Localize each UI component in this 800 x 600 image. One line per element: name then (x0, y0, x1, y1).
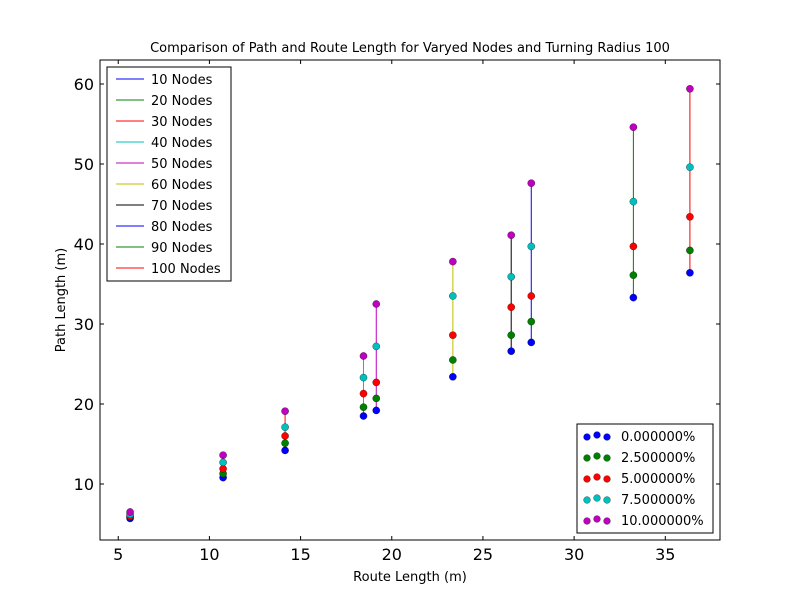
y-tick-label: 60 (74, 75, 94, 94)
legend-point-swatch (583, 517, 591, 525)
data-point (359, 389, 368, 398)
legend-line-label: 70 Nodes (151, 199, 213, 214)
data-point (281, 446, 289, 455)
data-point (629, 197, 638, 206)
plot-frame (99, 59, 721, 541)
data-point (507, 303, 515, 311)
data-point (686, 163, 694, 171)
data-point (449, 356, 457, 364)
legend-point-swatch (593, 431, 601, 439)
points-legend: 0.000000% 2.500000% 5.000000% 7.500000% 10.0… (576, 423, 714, 534)
legend-point-swatch (603, 517, 611, 525)
data-point (449, 292, 457, 300)
data-point (359, 352, 368, 360)
legend-line-label: 30 Nodes (151, 115, 213, 130)
data-point (449, 373, 457, 381)
y-tick-label: 40 (74, 235, 94, 254)
data-point (629, 271, 638, 279)
y-axis-label: Path Length (m) (54, 248, 69, 352)
legend-point-swatch (583, 496, 591, 504)
data-point (686, 246, 694, 255)
data-point (527, 292, 536, 300)
data-point (629, 242, 638, 251)
data-point (686, 269, 694, 277)
data-point (372, 300, 381, 308)
legend-point-label: 5.000000% (621, 472, 695, 487)
chart-title: Comparison of Path and Route Length for … (150, 41, 670, 56)
y-tick-label: 20 (74, 395, 94, 414)
data-point (359, 412, 368, 420)
data-point (372, 342, 381, 351)
legend-point-swatch (593, 494, 601, 502)
data-point (372, 406, 381, 415)
legend-point-swatch (593, 473, 601, 481)
x-tick-label: 25 (473, 545, 493, 564)
data-point (449, 257, 457, 266)
data-point (629, 123, 638, 131)
y-tick-label: 30 (74, 315, 94, 334)
data-point (359, 403, 368, 411)
y-tick-label: 50 (74, 155, 94, 174)
data-point (527, 179, 536, 187)
legend-point-swatch (593, 452, 601, 460)
legend-line-label: 40 Nodes (151, 136, 213, 151)
legend-point-label: 2.500000% (621, 451, 695, 466)
data-point (686, 213, 694, 221)
data-point (507, 273, 515, 281)
data-point (372, 378, 381, 387)
data-point (507, 231, 515, 239)
legend-point-swatch (593, 515, 601, 523)
data-point (219, 465, 227, 473)
x-axis-label: Route Length (m) (353, 570, 467, 585)
legend-line-label: 60 Nodes (151, 178, 213, 193)
legend-point-swatch (603, 433, 611, 441)
x-tick-label: 10 (199, 545, 219, 564)
data-point (629, 293, 638, 302)
legend-point-label: 7.500000% (621, 493, 695, 508)
data-point (527, 317, 536, 326)
data-point (449, 331, 457, 339)
legend-line-label: 10 Nodes (151, 73, 213, 88)
x-tick-label: 20 (382, 545, 402, 564)
legend-point-swatch (583, 475, 591, 483)
legend-line-label: 80 Nodes (151, 220, 213, 235)
x-tick-label: 5 (113, 545, 123, 564)
data-point (527, 338, 536, 347)
legend-point-swatch (583, 433, 591, 441)
legend-line-label: 50 Nodes (151, 157, 213, 172)
legend-point-swatch (583, 454, 591, 462)
data-point (527, 242, 536, 251)
lines-legend: 10 Nodes 20 Nodes 30 Nodes 40 Nodes 50 Nodes… (106, 66, 232, 282)
data-point (507, 331, 515, 339)
data-point (126, 508, 134, 516)
legend-point-swatch (603, 454, 611, 462)
data-point (219, 458, 227, 467)
data-point (281, 407, 289, 415)
plot-area: 5 10 15 20 25 30 35 10 20 30 40 50 60 (74, 60, 720, 564)
lines-legend-box (106, 66, 232, 282)
legend-line-label: 20 Nodes (151, 94, 213, 109)
legend-line-label: 90 Nodes (151, 241, 213, 256)
legend-point-label: 10.000000% (621, 514, 704, 529)
data-point (359, 373, 368, 382)
legend-point-swatch (603, 475, 611, 483)
data-point (219, 451, 227, 459)
data-point (507, 347, 515, 355)
y-tick-label: 10 (74, 475, 94, 494)
data-point (281, 423, 289, 431)
data-point (281, 432, 289, 440)
data-point (281, 439, 289, 447)
legend-point-swatch (603, 496, 611, 504)
legend-line-label: 100 Nodes (151, 262, 221, 277)
data-point (686, 85, 694, 93)
data-point (372, 394, 381, 403)
legend-point-label: 0.000000% (621, 430, 695, 445)
x-tick-label: 30 (564, 545, 584, 564)
x-tick-label: 15 (290, 545, 310, 564)
x-tick-label: 35 (655, 545, 675, 564)
